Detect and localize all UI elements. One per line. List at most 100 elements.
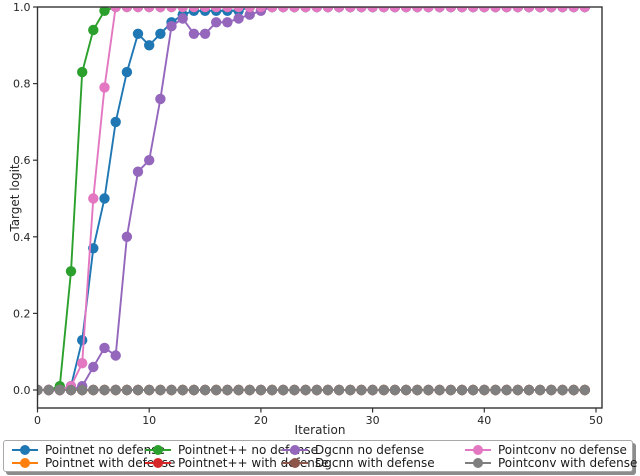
data-point (389, 7, 401, 13)
data-point (166, 384, 177, 396)
data-point (211, 7, 222, 13)
data-point (77, 335, 88, 346)
legend-label: Pointconv no defense (498, 442, 627, 457)
data-point (244, 7, 255, 13)
legend-dot (473, 457, 483, 468)
data-point (121, 7, 133, 13)
data-point (266, 384, 278, 396)
data-point (266, 7, 278, 13)
data-point (345, 7, 356, 13)
data-point (278, 384, 289, 396)
data-point (512, 384, 523, 396)
data-point (356, 7, 367, 13)
data-point (132, 7, 144, 13)
data-point (166, 21, 177, 32)
data-point (99, 7, 110, 16)
legend-dot (290, 444, 300, 455)
data-point (65, 266, 77, 277)
legend-marker-icon (145, 444, 171, 455)
series-line-pointnetpp-no-defense (37, 7, 585, 391)
y-tick-label: 0.4 (13, 231, 31, 244)
data-point (110, 384, 121, 396)
legend-label: Pointconv with defense (498, 455, 638, 470)
data-point (534, 384, 546, 396)
data-point (88, 384, 99, 396)
data-point (356, 384, 367, 396)
data-point (322, 384, 334, 396)
legend-item-pointconv-with-defense: Pointconv with defense (465, 455, 638, 470)
series-line-pointnet-no-defense (37, 7, 585, 391)
legend: Pointnet no defense Pointnet with defense… (3, 440, 637, 472)
data-point (43, 384, 54, 396)
data-point (289, 384, 300, 396)
data-point (121, 384, 133, 396)
data-point (333, 384, 345, 396)
x-tick-label: 20 (254, 414, 268, 427)
data-point (233, 384, 244, 396)
legend-dot (153, 457, 163, 468)
data-point (110, 116, 121, 128)
data-point (568, 7, 579, 13)
data-point (479, 7, 490, 13)
data-point (523, 384, 535, 396)
data-point (155, 7, 166, 13)
data-point (289, 7, 300, 13)
data-point (456, 384, 468, 396)
data-point (412, 384, 423, 396)
series-line-dgcnn-no-defense (37, 7, 585, 391)
y-axis-label: Target logit (8, 164, 22, 233)
legend-item-dgcnn-with-defense: Dgcnn with defense (282, 456, 465, 470)
data-point (333, 7, 345, 13)
data-point (132, 28, 144, 39)
data-point (177, 7, 188, 13)
data-point (389, 384, 401, 396)
legend-item-pointnetpp-with-defense: Pointnet++ with defense (145, 456, 329, 470)
data-point (501, 7, 512, 13)
data-point (222, 17, 233, 28)
data-point (211, 384, 222, 396)
data-point (222, 384, 233, 396)
legend-item-pointnet-with-defense: Pointnet with defense (12, 456, 175, 470)
data-point (144, 155, 155, 166)
data-point (278, 7, 289, 13)
data-point (400, 384, 412, 396)
series-pointnet-no-defense (37, 7, 590, 396)
legend-marker-icon (282, 457, 308, 468)
data-point (490, 7, 501, 13)
data-point (445, 7, 456, 13)
data-point (88, 361, 99, 373)
data-point (211, 17, 222, 28)
data-point (445, 384, 456, 396)
data-point (378, 384, 389, 396)
y-tick-label: 0.0 (13, 384, 31, 397)
x-axis-label: Iteration (295, 423, 346, 437)
data-point (54, 384, 65, 396)
data-point (300, 384, 311, 396)
series-group (37, 7, 590, 396)
y-tick-label: 0.2 (13, 307, 31, 320)
data-point (568, 384, 579, 396)
data-point (222, 7, 233, 13)
data-point (501, 384, 512, 396)
series-pointnetpp-no-defense (37, 7, 590, 396)
axes-frame (36, 6, 603, 409)
data-point (65, 384, 77, 396)
data-point (557, 7, 568, 13)
legend-label: Dgcnn no defense (315, 442, 425, 457)
data-point (99, 384, 110, 396)
data-point (199, 7, 211, 13)
data-point (322, 7, 334, 13)
data-point (188, 7, 200, 13)
legend-item-pointnetpp-no-defense: Pointnet++ no defense (145, 443, 318, 457)
data-point (166, 7, 177, 13)
legend-item-dgcnn-no-defense: Dgcnn no defense (282, 442, 465, 457)
x-axis: 0 10 20 30 40 50 (34, 408, 603, 427)
data-point (434, 384, 445, 396)
legend-item-pointnet-no-defense: Pointnet no defense (12, 443, 165, 457)
data-point (177, 384, 188, 396)
data-point (155, 384, 166, 396)
x-tick-label: 40 (477, 414, 491, 427)
series-pointconv-no-defense (37, 7, 590, 396)
data-point (300, 7, 311, 13)
